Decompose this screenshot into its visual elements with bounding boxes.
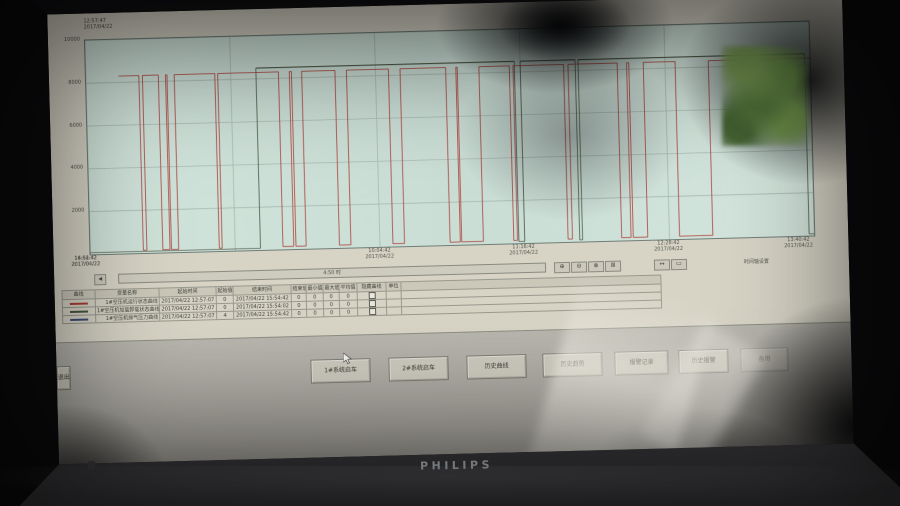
monitor-brand-logo: PHILIPS [419, 458, 494, 473]
power-button[interactable] [88, 461, 95, 470]
mouse-cursor [343, 352, 352, 365]
